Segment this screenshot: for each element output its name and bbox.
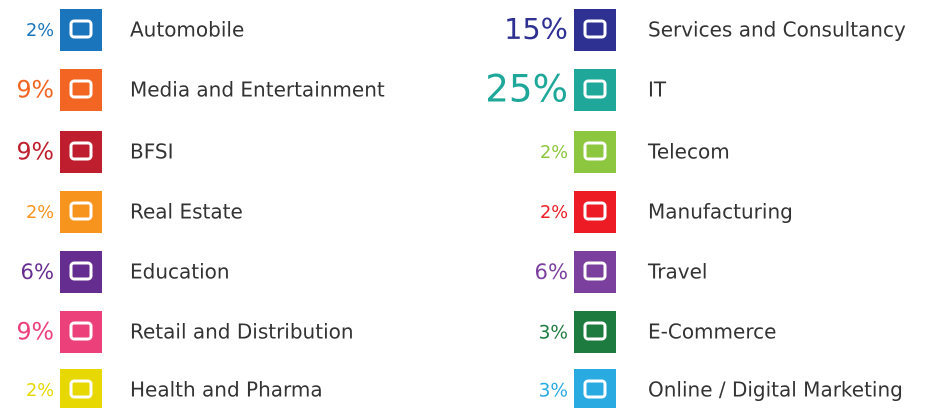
percent-label: 15% (504, 12, 568, 46)
industry-icon (574, 131, 616, 173)
percent-label: 2% (26, 381, 54, 401)
icon-glyph (69, 79, 93, 99)
industry-label: Media and Entertainment (130, 78, 385, 102)
industry-label: Retail and Distribution (130, 320, 354, 344)
industry-label: Health and Pharma (130, 378, 323, 402)
industry-icon (60, 311, 102, 353)
percent-label: 6% (21, 259, 54, 284)
percent-label: 9% (16, 318, 54, 346)
icon-glyph (69, 379, 93, 399)
industry-icon (60, 191, 102, 233)
industry-label: Real Estate (130, 200, 243, 224)
industry-icon (60, 251, 102, 293)
icon-glyph (583, 19, 607, 39)
icon-glyph (583, 79, 607, 99)
industry-icon (60, 369, 102, 408)
industry-label: BFSI (130, 140, 173, 164)
industry-icon (574, 369, 616, 408)
percent-label: 9% (16, 76, 54, 104)
industry-icon (574, 69, 616, 111)
icon-glyph (69, 201, 93, 221)
industry-label: IT (648, 78, 667, 102)
industry-icon (574, 191, 616, 233)
industry-label: Automobile (130, 18, 244, 42)
industry-label: Online / Digital Marketing (648, 378, 903, 402)
icon-glyph (583, 261, 607, 281)
industry-icon (574, 9, 616, 51)
icon-glyph (583, 141, 607, 161)
percent-label: 3% (539, 381, 568, 402)
industry-label: E-Commerce (648, 320, 776, 344)
percent-label: 2% (540, 143, 568, 163)
industry-label: Telecom (647, 140, 730, 164)
percent-label: 9% (16, 138, 54, 166)
industry-label: Education (130, 260, 230, 284)
industry-label: Services and Consultancy (648, 18, 906, 42)
percent-label: 2% (540, 203, 568, 223)
industry-icon (574, 311, 616, 353)
percent-label: 6% (535, 259, 568, 284)
icon-glyph (583, 201, 607, 221)
icon-glyph (69, 141, 93, 161)
industry-icon (574, 251, 616, 293)
industry-icon (60, 131, 102, 173)
industry-label: Travel (647, 260, 707, 284)
industry-icon (60, 9, 102, 51)
icon-glyph (583, 379, 607, 399)
icon-glyph (69, 261, 93, 281)
percent-label: 25% (485, 67, 568, 111)
icon-glyph (69, 19, 93, 39)
percent-label: 2% (26, 21, 54, 41)
industry-icon (60, 69, 102, 111)
percent-label: 2% (26, 203, 54, 223)
icon-glyph (583, 321, 607, 341)
icon-glyph (69, 321, 93, 341)
industry-label: Manufacturing (648, 200, 793, 224)
percent-label: 3% (539, 323, 568, 344)
